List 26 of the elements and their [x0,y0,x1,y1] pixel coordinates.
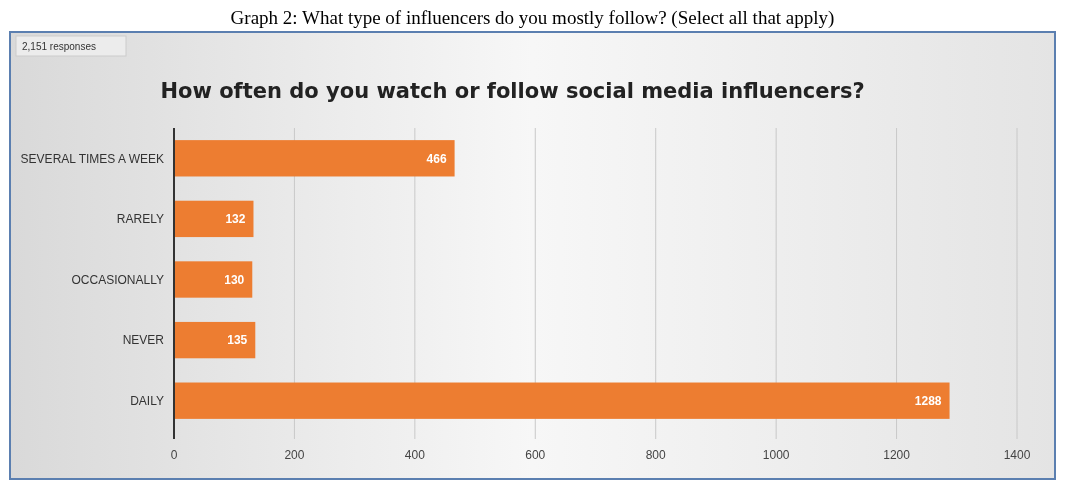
chart-title: How often do you watch or follow social media influencers? [160,79,865,103]
x-tick-label: 800 [645,448,667,462]
x-tick-label: 600 [525,448,546,462]
data-label: 466 [426,151,447,166]
y-tick-label: RARELY [116,212,164,227]
bar [174,140,455,177]
data-label: 135 [227,333,248,348]
y-tick-label: SEVERAL TIMES A WEEK [20,151,164,166]
y-tick-label: DAILY [130,393,164,408]
x-tick-label: 1200 [883,448,911,462]
bar [174,200,254,238]
x-tick-label: 1400 [1003,448,1031,462]
bar [174,321,256,359]
y-tick-label: OCCASIONALLY [71,272,164,287]
data-label: 132 [225,212,246,227]
x-tick-label: 1000 [762,448,790,462]
data-label: 130 [224,272,245,287]
text: 2,151 responses [22,41,96,52]
x-tick-label: 0 [170,448,178,462]
y-tick-label: NEVER [122,333,165,348]
bar [174,261,253,298]
x-tick-label: 200 [284,448,305,462]
data-label: 1288 [914,393,942,408]
bar [174,382,950,419]
caption: Graph 2: What type of influencers do you mostly follow? (Select all that apply) [230,7,835,29]
x-tick-label: 400 [404,448,426,462]
